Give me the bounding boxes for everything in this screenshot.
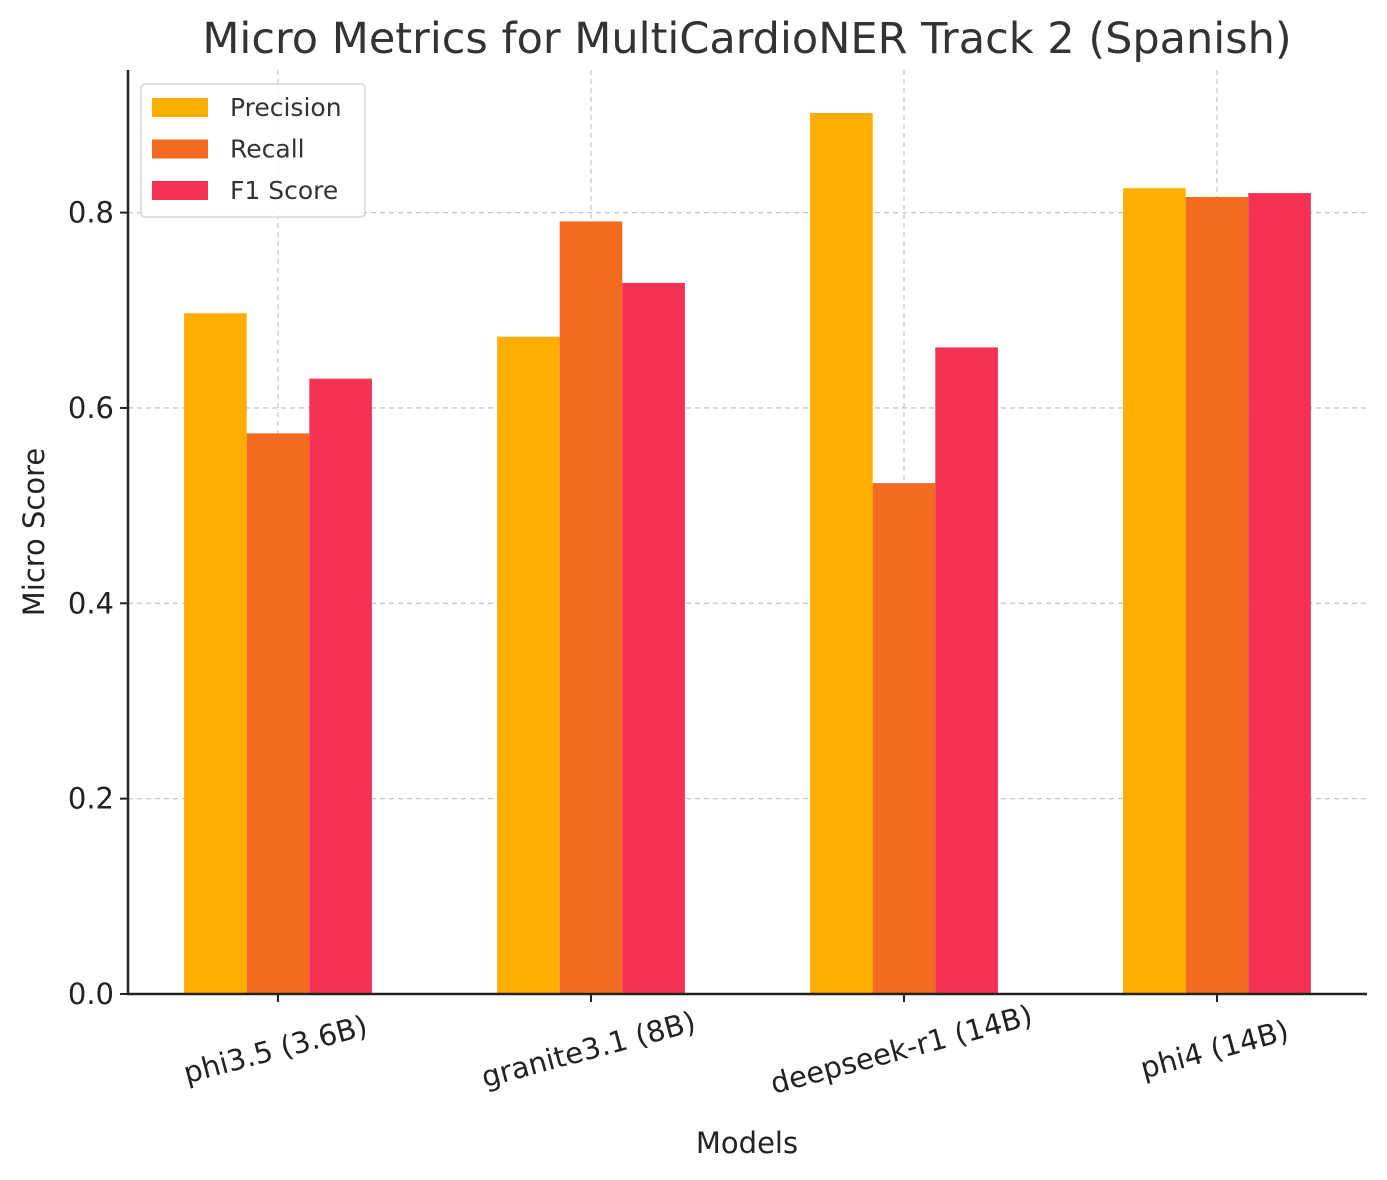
bar-recall xyxy=(246,433,310,995)
y-tick-label: 0.4 xyxy=(68,586,114,620)
bar-recall xyxy=(1185,196,1249,995)
bar-recall xyxy=(872,483,936,994)
bar-recall xyxy=(559,221,623,994)
bar-f1-score xyxy=(309,378,372,994)
bars xyxy=(184,112,1311,995)
x-tick-label: deepseek-r1 (14B) xyxy=(767,998,1036,1101)
legend-swatch xyxy=(152,98,208,117)
bar-precision xyxy=(1123,188,1186,994)
x-tick-label: granite3.1 (8B) xyxy=(478,1004,699,1094)
bar-precision xyxy=(810,112,873,995)
chart-title: Micro Metrics for MultiCardioNER Track 2… xyxy=(202,14,1291,64)
legend-label: Precision xyxy=(230,93,342,122)
y-tick-label: 0.6 xyxy=(68,391,114,425)
bar-f1-score xyxy=(935,347,998,994)
x-tick-label: phi4 (14B) xyxy=(1137,1013,1293,1085)
legend-swatch xyxy=(152,181,208,200)
bar-f1-score xyxy=(1248,193,1311,994)
x-ticks: phi3.5 (3.6B) granite3.1 (8B) deepseek-r1 … xyxy=(180,994,1292,1101)
y-tick-label: 0.8 xyxy=(68,196,114,230)
bar-precision xyxy=(497,336,560,994)
x-axis-label: Models xyxy=(696,1126,798,1160)
legend-swatch xyxy=(152,139,208,159)
bar-f1-score xyxy=(622,282,685,994)
y-tick-label: 0.0 xyxy=(68,977,114,1011)
y-ticks: 0.0 0.2 0.4 0.6 0.8 xyxy=(68,196,128,1011)
bar-precision xyxy=(184,313,247,995)
legend: Precision Recall F1 Score xyxy=(140,83,366,218)
legend-label: Recall xyxy=(230,135,305,164)
x-tick-label: phi3.5 (3.6B) xyxy=(180,1008,371,1090)
y-tick-label: 0.2 xyxy=(68,782,114,816)
axes xyxy=(126,70,1367,996)
legend-label: F1 Score xyxy=(230,176,338,205)
y-axis-label: Micro Score xyxy=(17,448,51,617)
